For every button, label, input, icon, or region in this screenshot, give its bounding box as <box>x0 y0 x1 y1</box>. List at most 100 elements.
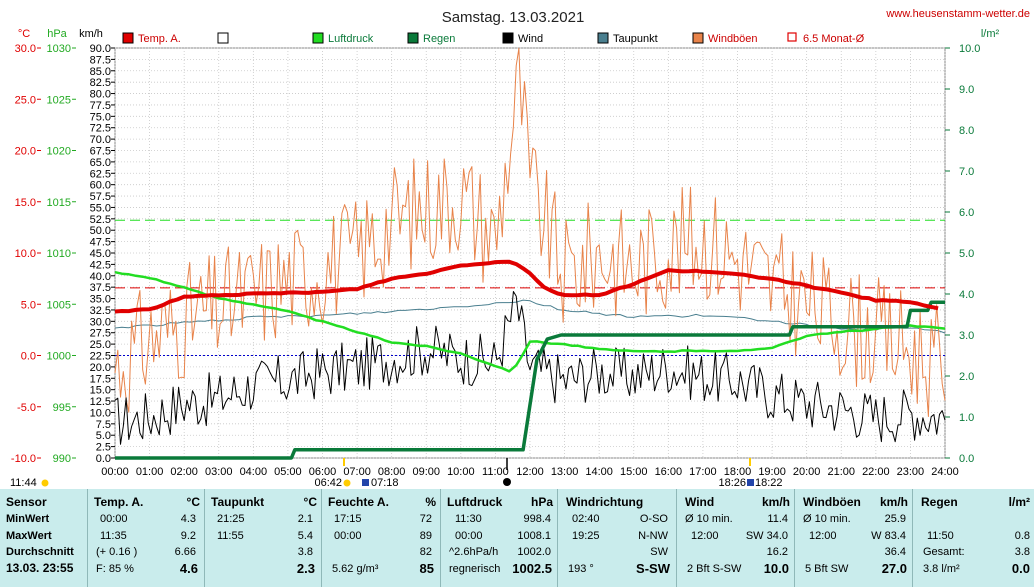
hum-absolute: 5.62 g/m³ <box>332 563 379 575</box>
temp-tick: 15.0 <box>15 197 36 209</box>
series-windböen <box>114 47 946 417</box>
wind-tick: 87.5 <box>90 54 111 66</box>
col-rain: Regen l/m² 11:50 0.8 Gesamt: 3.8 3.8 l/m… <box>913 489 1034 587</box>
x-tick: 19:00 <box>758 466 786 478</box>
wind-tick: 2.5 <box>96 442 111 454</box>
sunrise-label: 06:42 <box>314 477 342 489</box>
legend-swatch <box>122 32 134 44</box>
x-tick: 01:00 <box>136 466 164 478</box>
dir-degrees: 193 ° <box>568 563 594 575</box>
x-tick: 15:00 <box>620 466 648 478</box>
hum-header: Feuchte A. <box>328 495 389 509</box>
dew-max-time: 11:55 <box>217 530 244 542</box>
rain-sum: 3.8 l/m² <box>923 563 960 575</box>
col-temp: Temp. A. °C 00:00 4.3 11:35 9.2 (+ 0.16 … <box>88 489 205 587</box>
wind-tick: 82.5 <box>90 77 111 89</box>
rain-max-time: 11:50 <box>927 530 954 542</box>
wind-tick: 5.0 <box>96 430 111 442</box>
wind-tick: 20.0 <box>90 362 111 374</box>
wind-tick: 30.0 <box>90 316 111 328</box>
row-max-label: MaxWert <box>6 530 52 542</box>
gust-unit-label: km/h <box>879 495 908 509</box>
dir-max-value: N-NW <box>638 530 668 542</box>
x-tick: 20:00 <box>793 466 821 478</box>
wind-tick: 57.5 <box>90 191 111 203</box>
gust-bft: 5 Bft SW <box>805 563 849 575</box>
legend-swatch <box>502 32 514 44</box>
legend-swatch <box>407 32 419 44</box>
dew-current: 2.3 <box>296 561 315 576</box>
press-avg-value: 1002.0 <box>517 546 551 558</box>
x-tick: 10:00 <box>447 466 475 478</box>
temp-tick: 10.0 <box>15 248 36 260</box>
legend-label: Taupunkt <box>613 33 658 45</box>
wind-tick: 50.0 <box>90 225 111 237</box>
series-regen <box>115 300 945 460</box>
x-tick: 21:00 <box>827 466 855 478</box>
temp-tick: -5.0 <box>17 402 36 414</box>
rain-header: Regen <box>921 495 958 509</box>
wind-max-value: SW 34.0 <box>745 530 788 542</box>
legend-swatch <box>787 32 797 42</box>
legend-label: Windböen <box>708 33 758 45</box>
gust-avg-value: 36.4 <box>884 546 906 558</box>
wind-bft: 2 Bft S-SW <box>687 563 742 575</box>
press-forecast: regnerisch <box>449 563 501 575</box>
temp-tick: 5.0 <box>21 299 36 311</box>
temp-avg-value: 6.66 <box>174 546 196 558</box>
rain-tick: 7.0 <box>959 166 974 178</box>
x-tick: 17:00 <box>689 466 717 478</box>
wind-tick: 77.5 <box>90 100 111 112</box>
pressure-tick: 1020 <box>47 146 71 158</box>
wind-avg-value: 16.2 <box>766 546 788 558</box>
pressure-unit: hPa <box>47 28 67 40</box>
wind-avg-period: Ø 10 min. <box>685 513 733 525</box>
x-tick: 12:00 <box>516 466 544 478</box>
moonset-label: 18:22 <box>755 477 783 489</box>
wind-tick: 35.0 <box>90 294 111 306</box>
press-max-time: 00:00 <box>455 530 483 542</box>
temp-tick: 20.0 <box>15 146 36 158</box>
series-wind <box>114 291 946 445</box>
gust-min-value: 25.9 <box>884 513 906 525</box>
site-link[interactable]: www.heusenstamm-wetter.de <box>885 8 1030 20</box>
wind-tick: 0.0 <box>96 453 111 465</box>
x-tick: 18:00 <box>724 466 752 478</box>
wind-tick: 90.0 <box>90 43 111 55</box>
x-tick: 13:00 <box>551 466 579 478</box>
rain-tick: 0.0 <box>959 453 974 465</box>
wind-tick: 25.0 <box>90 339 111 351</box>
row-date: 13.03. 23:55 <box>6 561 74 575</box>
temp-max-value: 9.2 <box>180 530 196 542</box>
wind-min-value: 11.4 <box>767 513 788 525</box>
col-pressure: Luftdruck hPa 11:30 998.4 00:00 1008.1 ^… <box>441 489 558 587</box>
hum-avg-value: 82 <box>419 546 432 558</box>
press-unit-label: hPa <box>530 495 553 509</box>
press-min-time: 11:30 <box>455 513 482 525</box>
press-header: Luftdruck <box>447 495 503 509</box>
legend-swatch <box>217 32 229 44</box>
x-tick: 00:00 <box>101 466 129 478</box>
wind-tick: 80.0 <box>90 89 111 101</box>
col-humidity: Feuchte A. % 17:15 72 00:00 89 82 5.62 g… <box>322 489 441 587</box>
wind-tick: 65.0 <box>90 157 111 169</box>
wind-tick: 12.5 <box>90 396 111 408</box>
sensor-header: Sensor <box>6 495 47 509</box>
wind-tick: 42.5 <box>90 259 111 271</box>
temp-max-time: 11:35 <box>100 530 127 542</box>
rain-tick: 6.0 <box>959 207 974 219</box>
wind-tick: 85.0 <box>90 66 111 78</box>
wind-tick: 55.0 <box>90 202 111 214</box>
sunset-label: 18:26 <box>718 477 746 489</box>
dir-header: Windrichtung <box>566 495 644 509</box>
temp-tick: 30.0 <box>15 43 36 55</box>
rain-tick: 2.0 <box>959 371 974 383</box>
wind-tick: 22.5 <box>90 351 111 363</box>
rain-max-value: 0.8 <box>1014 530 1030 542</box>
wind-tick: 67.5 <box>90 146 111 158</box>
dew-min-value: 2.1 <box>297 513 313 525</box>
temp-tick: 0.0 <box>21 351 36 363</box>
pressure-tick: 1010 <box>47 248 71 260</box>
temp-unit: °C <box>18 28 30 40</box>
wind-tick: 60.0 <box>90 180 111 192</box>
